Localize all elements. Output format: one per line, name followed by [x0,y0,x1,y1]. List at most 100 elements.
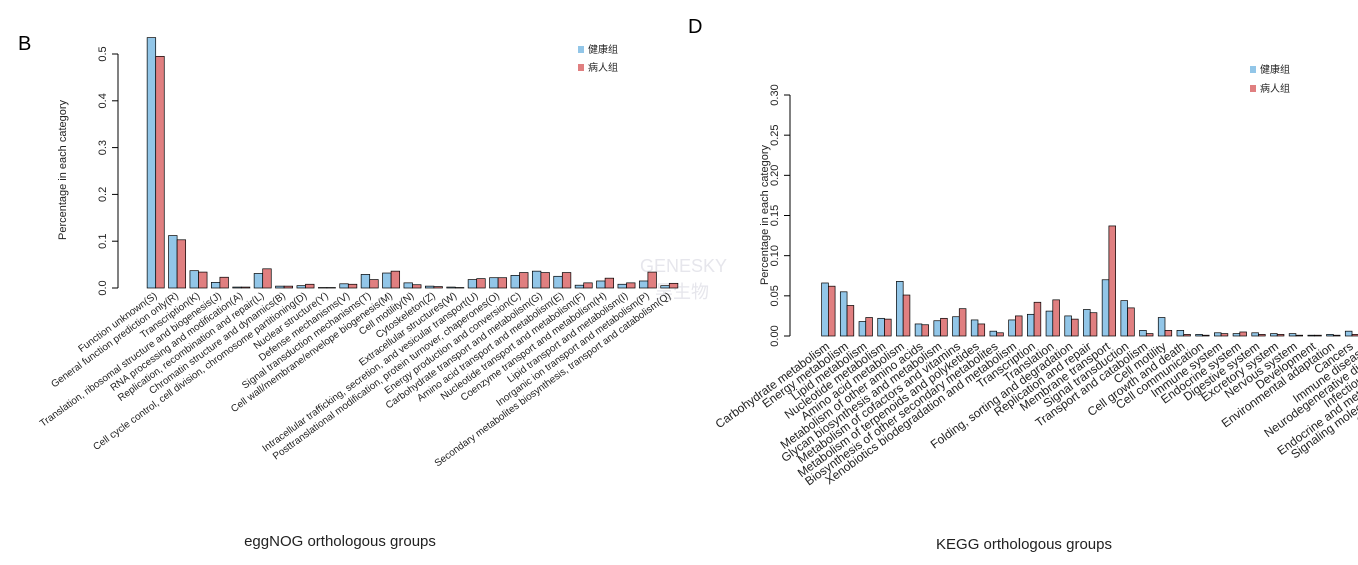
y-tick-label: 0.1 [97,234,109,249]
bar-patient [176,239,187,289]
bar-healthy [531,270,542,289]
chart-eggnog: 0.0 0.1 0.2 0.3 0.4 0.5 Percentage in each cat… [38,37,679,550]
bar-healthy [574,284,585,289]
bar-healthy [424,285,435,289]
bar-healthy [1195,334,1203,337]
y-tick-label: 0.3 [97,140,109,155]
bar-patient [347,283,358,289]
y-tick-label: 0.2 [97,187,109,202]
y-tick-label: 0.4 [97,93,109,108]
bar-healthy [1307,334,1315,337]
bar-healthy [489,277,499,289]
bar-patient [977,323,986,337]
x-axis-title: KEGG orthologous groups [936,536,1112,553]
bar-healthy [210,282,221,289]
bar-healthy [1083,309,1091,337]
bar-patient [884,318,892,337]
bar-patient [219,276,229,289]
bar-patient [1164,330,1173,337]
y-tick-label: 0.5 [97,46,109,61]
bar-healthy [253,273,264,289]
bar-healthy [660,285,670,289]
bar-healthy [952,316,960,337]
bar-patient [476,278,486,289]
bar-patient [283,285,294,289]
bar-patient [1015,315,1023,337]
bar-patient [1033,301,1042,337]
legend-swatch [578,46,584,53]
bar-healthy [989,330,998,337]
y-tick-label: 0.30 [769,84,781,105]
bar-healthy [839,291,848,337]
bar-patient [433,286,443,289]
bar-patient [1220,333,1229,337]
bar-healthy [1008,319,1016,337]
panel-letter-b: B [18,33,31,55]
bar-healthy [1326,334,1334,337]
bar-patient [626,282,636,289]
bar-healthy [382,272,392,289]
bar-patient [155,55,165,289]
y-tick-label: 0.0 [97,280,109,295]
bar-healthy [1232,333,1241,337]
bar-patient [305,283,315,289]
bar-healthy [339,283,349,289]
bar-patient [668,282,679,289]
bar-healthy [1157,317,1166,337]
bar-patient [583,282,593,289]
bar-healthy [446,286,456,289]
bar-patient [1295,334,1304,337]
legend-label: 健康组 [1260,63,1290,76]
bar-patient [369,279,379,289]
bar-healthy [877,317,885,337]
y-tick-label: 0.00 [769,325,781,346]
bar-healthy [858,321,867,337]
bar-patient [996,332,1004,337]
legend-swatch [1250,85,1256,92]
bar-healthy [168,235,178,289]
bar-healthy [596,280,606,289]
y-tick-label: 0.20 [769,165,781,186]
bar-healthy [189,270,199,289]
bar-healthy [1026,313,1035,337]
x-axis-title: eggNOG orthologous groups [244,533,436,550]
bar-patient [198,271,208,289]
bar-healthy [1139,330,1147,337]
bar-patient [1089,312,1098,337]
bar-patient [902,294,911,337]
bar-patient [940,317,948,337]
y-tick-label: 0.25 [769,124,781,145]
bar-patient [240,286,251,289]
bar-patient [262,268,272,289]
bar-patient [647,271,657,289]
bar-patient [1071,318,1079,337]
bar-patient [540,272,550,289]
bar-patient [390,270,401,289]
bar-healthy [1214,332,1222,337]
chart-kegg: 0.00 0.05 0.10 0.15 0.20 0.25 0.30 Percentage i… [713,63,1358,553]
bar-healthy [1270,333,1278,337]
bar-patient [497,277,508,289]
bar-patient [1052,299,1060,337]
bar-patient [519,272,529,289]
bar-patient [1202,334,1210,337]
bar-patient [1276,334,1285,337]
y-tick-label: 0.05 [769,285,781,306]
bar-patient [846,305,855,337]
bar-patient [828,285,836,337]
legend-swatch [1250,66,1256,73]
bar-healthy [1288,333,1297,337]
bar-healthy [896,281,904,337]
bar-patient [561,272,572,289]
bar-patient [1258,334,1266,337]
panel-letter-d: D [688,16,702,38]
bar-healthy [638,280,649,289]
bar-patient [865,317,873,337]
bar-healthy [232,286,242,289]
bar-healthy [1101,279,1110,337]
y-tick-label: 0.15 [769,205,781,226]
bar-healthy [970,319,979,337]
bar-patient [1145,333,1154,337]
bar-healthy [146,37,157,289]
